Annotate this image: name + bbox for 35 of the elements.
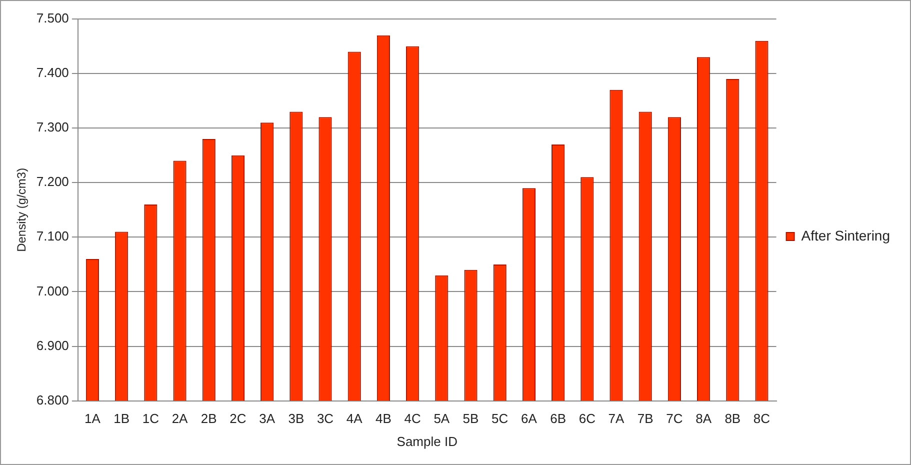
legend-label: After Sintering xyxy=(801,227,890,244)
x-tick-label: 4C xyxy=(404,411,421,426)
y-tick-label: 7.100 xyxy=(36,228,69,244)
x-axis-title: Sample ID xyxy=(396,434,458,449)
x-tick-label: 8A xyxy=(696,411,712,426)
x-tick-label: 2C xyxy=(230,411,246,426)
x-tick-label: 8C xyxy=(753,411,770,426)
x-tick-label: 4A xyxy=(346,411,363,426)
x-tick-label: 7B xyxy=(637,411,654,426)
x-tick-label: 4B xyxy=(376,411,392,426)
x-tick-label: 1B xyxy=(114,411,130,426)
x-tick-label: 3B xyxy=(288,411,304,426)
x-tick-label: 3A xyxy=(259,411,276,426)
y-tick-label: 7.400 xyxy=(36,65,69,80)
x-tick-label: 7A xyxy=(608,411,625,426)
x-tick-label: 6B xyxy=(550,411,566,426)
x-tick-label: 5A xyxy=(434,411,450,426)
x-tick-label: 6A xyxy=(521,411,538,426)
x-tick-label: 7C xyxy=(666,411,683,426)
x-tick-label: 1A xyxy=(84,411,101,426)
x-tick-label: 5C xyxy=(492,411,508,426)
y-tick-label: 6.900 xyxy=(36,338,69,353)
y-tick-label: 6.800 xyxy=(36,392,69,408)
x-tick-label: 6C xyxy=(578,411,596,426)
x-tick-label: 5B xyxy=(462,411,479,426)
y-tick-label: 7.500 xyxy=(36,10,69,26)
y-tick-label: 7.000 xyxy=(36,283,69,298)
x-tick-label: 2B xyxy=(200,411,217,426)
x-tick-label: 2A xyxy=(172,411,188,426)
y-tick-label: 7.300 xyxy=(36,120,69,135)
y-tick-label: 7.200 xyxy=(36,174,69,190)
y-axis-title: Density (g/cm3) xyxy=(14,168,29,252)
x-tick-label: 3C xyxy=(316,411,334,426)
x-tick-label: 1C xyxy=(142,411,159,426)
x-tick-label: 8B xyxy=(724,411,741,426)
